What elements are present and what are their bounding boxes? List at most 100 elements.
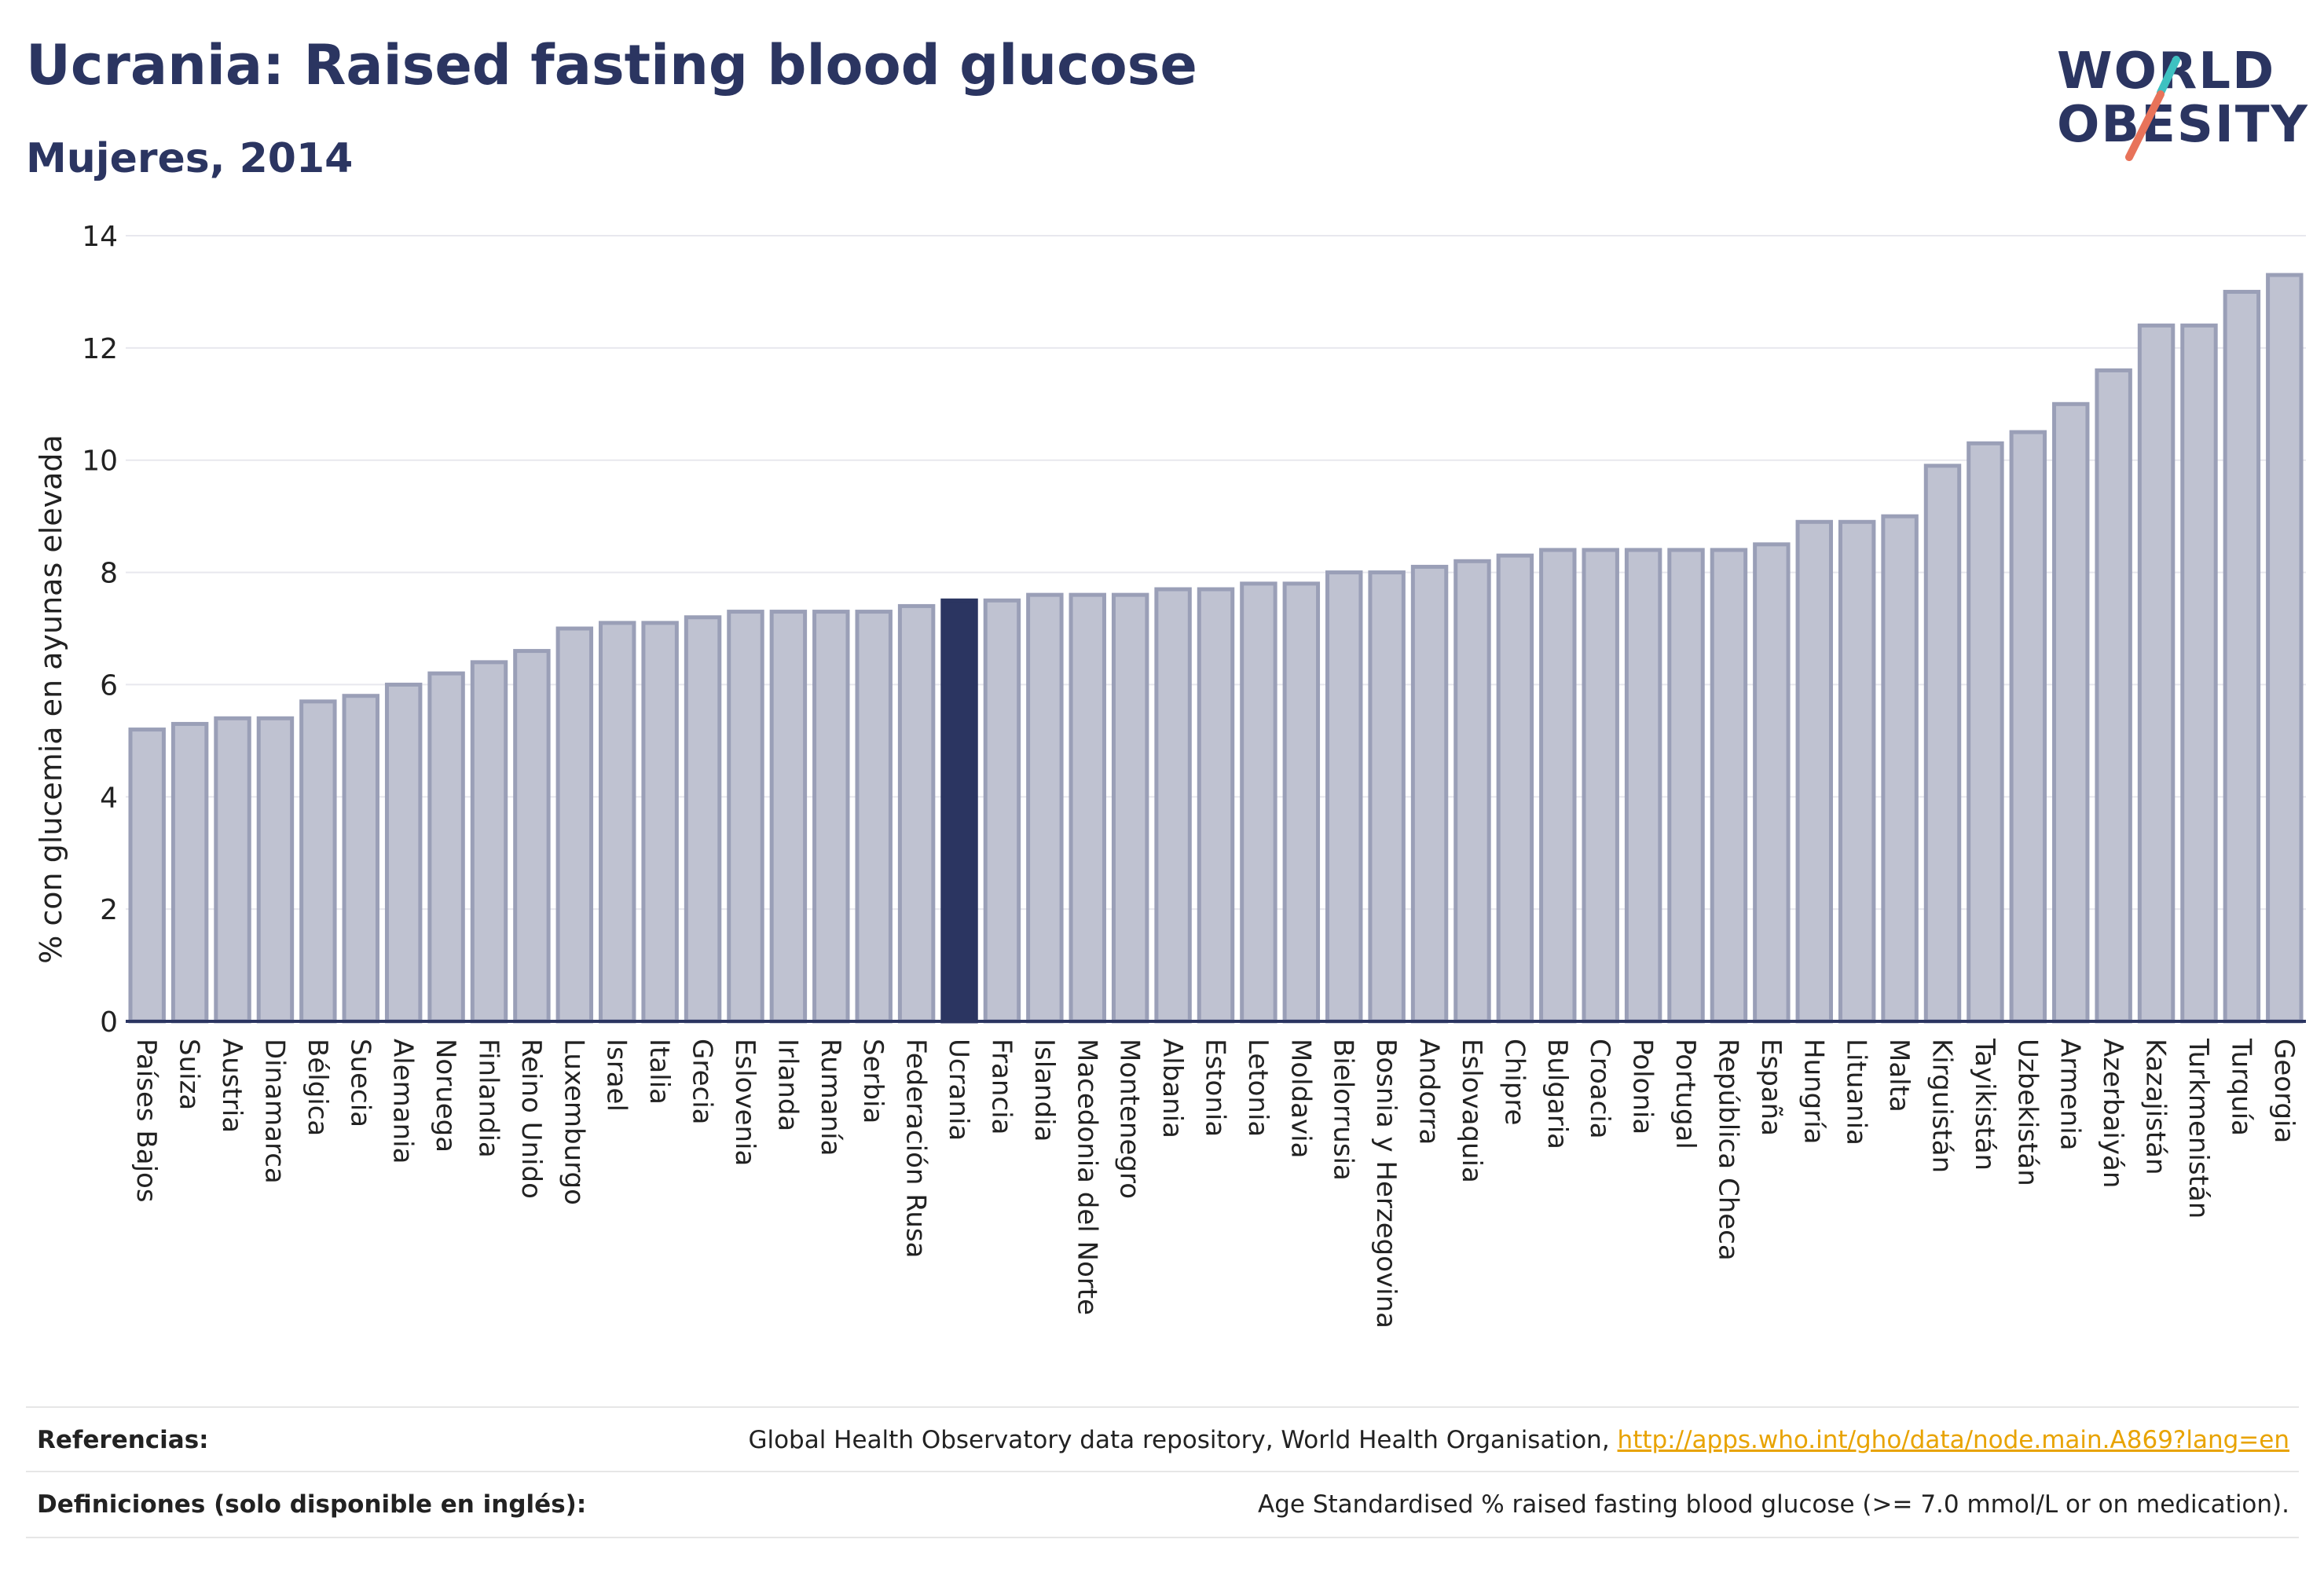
x-tick-label: Dinamarca: [258, 1039, 290, 1184]
bar: [812, 610, 850, 1024]
references-label: Referencias:: [37, 1426, 209, 1454]
bar: [299, 699, 337, 1024]
bar: [1967, 441, 2004, 1024]
bar: [641, 621, 679, 1024]
bar: [684, 615, 722, 1024]
y-axis-label: % con glucemia en ayunas elevada: [34, 434, 68, 964]
x-tick-label: Austria: [216, 1039, 247, 1133]
chart-title: Ucrania: Raised fasting blood glucose: [26, 33, 1197, 97]
bar: [2052, 401, 2090, 1024]
bar: [1923, 464, 1962, 1024]
bar: [256, 716, 295, 1024]
bar: [897, 603, 936, 1024]
bar: [1496, 553, 1534, 1024]
x-tick-label: Montenegro: [1114, 1039, 1146, 1199]
x-tick-label: Eslovenia: [729, 1039, 761, 1166]
x-tick-label: Azerbaiyán: [2097, 1039, 2128, 1188]
x-tick-label: Tayikistán: [1969, 1038, 2000, 1171]
bar: [599, 621, 636, 1024]
references-link[interactable]: http://apps.who.int/gho/data/node.main.A…: [1617, 1426, 2289, 1454]
x-tick-label: Andorra: [1413, 1039, 1445, 1145]
bar: [940, 598, 978, 1024]
x-tick-label: Letonia: [1242, 1039, 1274, 1137]
bar: [2137, 323, 2176, 1024]
y-tick-label: 4: [100, 782, 118, 814]
bar: [1795, 519, 1833, 1024]
x-tick-label: Finlandia: [473, 1039, 504, 1158]
x-tick-label: Islandia: [1028, 1039, 1060, 1142]
x-tick-label: Turkmenistán: [2183, 1038, 2214, 1219]
x-tick-label: Grecia: [687, 1039, 718, 1124]
x-tick-label: Bulgaria: [1541, 1039, 1573, 1149]
bar: [1539, 548, 1577, 1024]
definitions-row: Definiciones (solo disponible en inglés)…: [26, 1471, 2299, 1538]
bar-chart: 0 2 4 6 8 10 12 14 Países Bajos Suiza Austria Dinam…: [34, 221, 2306, 1329]
x-tick-label: España: [1755, 1039, 1787, 1136]
x-tick-label: Uzbekistán: [2011, 1039, 2043, 1186]
x-tick-label: Turquía: [2225, 1038, 2256, 1136]
x-tick-label: Hungría: [1798, 1039, 1829, 1145]
bar: [1624, 548, 1662, 1024]
tick-labels: 0 2 4 6 8 10 12 14 Países Bajos Suiza Austria Dinam…: [82, 221, 2300, 1329]
bar: [1197, 587, 1235, 1024]
x-tick-label: Israel: [601, 1039, 632, 1112]
x-tick-label: Serbia: [857, 1039, 889, 1123]
bar: [513, 649, 551, 1024]
bar: [1453, 559, 1491, 1024]
x-tick-label: Suecia: [344, 1039, 376, 1127]
x-tick-label: Lituania: [1841, 1039, 1872, 1145]
x-tick-label: Georgia: [2268, 1039, 2300, 1143]
bar: [1838, 519, 1876, 1024]
bar: [1282, 581, 1321, 1024]
x-tick-label: Italia: [643, 1039, 675, 1105]
definitions-text: Age Standardised % raised fasting blood …: [1258, 1490, 2289, 1519]
x-tick-label: Bielorrusia: [1328, 1039, 1359, 1181]
y-tick-label: 14: [82, 221, 118, 253]
references-text-wrap: Global Health Observatory data repositor…: [748, 1426, 2299, 1454]
bar: [384, 682, 423, 1024]
x-tick-label: Países Bajos: [130, 1039, 162, 1203]
x-tick-label: Malta: [1883, 1039, 1915, 1112]
y-tick-label: 2: [100, 894, 118, 926]
bar: [2266, 273, 2304, 1024]
x-tick-label: Kirguistán: [1926, 1039, 1958, 1173]
bar: [1069, 592, 1106, 1024]
x-tick-label: República Checa: [1712, 1039, 1743, 1261]
x-tick-label: Polonia: [1627, 1039, 1659, 1134]
bar: [342, 694, 379, 1024]
bar: [1410, 564, 1449, 1024]
bar: [855, 610, 893, 1024]
logo-slash-coral: [2125, 90, 2165, 161]
y-tick-label: 8: [100, 558, 118, 590]
bar: [983, 598, 1021, 1024]
bar: [1111, 592, 1149, 1024]
bar: [1881, 514, 1919, 1024]
bar: [128, 728, 166, 1024]
logo-word-obesity: OBESITY: [2057, 96, 2309, 154]
bar: [2009, 430, 2047, 1024]
bar: [1667, 548, 1705, 1024]
bar: [2095, 368, 2132, 1024]
x-tick-label: Ucrania: [943, 1039, 974, 1141]
definitions-label: Definiciones (solo disponible en inglés)…: [37, 1490, 587, 1519]
x-tick-label: Croacia: [1584, 1039, 1615, 1139]
y-tick-label: 0: [100, 1006, 118, 1039]
bar: [1240, 581, 1277, 1024]
y-tick-label: 12: [82, 333, 118, 365]
x-tick-label: Moldavia: [1285, 1039, 1316, 1158]
y-tick-label: 10: [82, 445, 118, 478]
x-tick-label: Portugal: [1670, 1039, 1701, 1149]
bar: [470, 660, 508, 1024]
bar: [1753, 542, 1791, 1024]
x-tick-label: Eslovaquia: [1456, 1039, 1487, 1183]
logo-slash-teal: [2157, 56, 2180, 97]
x-tick-label: Alemania: [387, 1039, 419, 1164]
references-row: Referencias: Global Health Observatory d…: [26, 1406, 2299, 1472]
y-tick-label: 6: [100, 669, 118, 702]
bars: [128, 273, 2304, 1024]
x-tick-label: Albania: [1157, 1039, 1188, 1138]
x-tick-label: Rumanía: [815, 1039, 846, 1156]
bar: [727, 610, 764, 1024]
bar: [2180, 323, 2218, 1024]
x-tick-label: Macedonia del Norte: [1071, 1039, 1102, 1315]
